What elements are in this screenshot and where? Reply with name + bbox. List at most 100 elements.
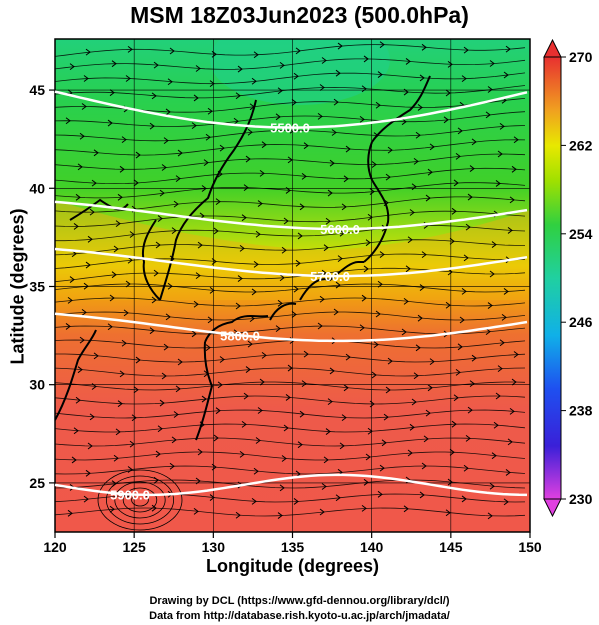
flow-arrow [73,223,79,230]
flow-arrow [497,150,503,158]
streamline [55,465,526,475]
flow-arrow [447,60,453,68]
flow-arrow [489,270,495,278]
flow-arrow [299,203,305,211]
x-tick-label: 135 [281,539,305,555]
flow-arrow [367,213,373,221]
flow-arrow [253,260,259,268]
coastlines [55,75,431,441]
contour-label: 5500.0 [270,121,310,136]
flow-arrow [343,175,349,183]
flow-arrow [245,155,251,163]
flow-arrow [209,494,215,501]
cold-patch [210,39,390,105]
flow-arrow [241,421,247,428]
flow-arrow [405,58,411,65]
y-tick-label: 35 [29,278,45,294]
flow-arrow [329,159,335,167]
flow-arrow [163,343,169,351]
flow-arrow [335,281,341,289]
colorbar-scale [543,56,562,500]
flow-arrow [409,423,415,431]
flow-arrow [219,356,225,363]
flow-arrow [279,61,285,69]
flow-arrow [407,236,413,244]
flow-arrow [453,394,459,402]
flow-arrow [111,271,117,279]
flow-arrow [295,47,301,55]
flow-arrow [297,441,303,449]
flow-arrow [327,398,333,406]
flow-arrow [193,300,199,308]
flow-arrow [509,196,515,204]
flow-arrow [191,122,197,130]
flow-arrow [237,275,243,282]
streamline [55,153,526,170]
flow-arrow [85,469,91,477]
flow-arrow [201,185,207,192]
flow-arrow [253,51,259,59]
flow-arrow [381,439,387,447]
streamline [55,139,526,156]
flow-arrow [129,440,135,448]
flow-arrow [125,280,131,288]
map-title: MSM 18Z03Jun2023 (500.0hPa) [130,2,469,28]
flow-arrow [371,371,377,379]
colorbar-tick-label: 254 [569,226,593,242]
flow-arrow [281,246,287,254]
flow-arrow [325,217,331,225]
flow-arrow [65,117,71,125]
flow-arrow [151,92,157,100]
flow-arrow [375,310,381,318]
flow-arrow [321,57,327,64]
flow-arrow [445,301,451,309]
flow-arrow [81,103,87,110]
flow-arrow [159,189,165,197]
flow-arrow [259,169,265,177]
flow-arrow [323,456,329,464]
flow-arrow [379,464,385,472]
streamline [55,479,526,489]
flow-arrow [211,50,217,58]
flow-arrow [469,380,475,388]
flow-arrow [401,118,407,126]
flow-arrow [429,143,435,151]
flow-arrow [157,425,163,433]
flow-arrow [363,265,369,273]
flow-arrow [373,341,379,348]
flow-arrow [247,128,253,136]
flow-arrow [73,427,79,435]
flow-arrow [409,209,415,216]
flow-arrow [499,339,505,347]
flow-arrow [213,227,219,235]
streamline [55,297,526,307]
flow-arrow [343,384,349,392]
flow-arrow [451,420,457,428]
flow-arrow [465,434,471,442]
flow-arrow [133,179,139,187]
flow-arrow [237,65,243,73]
flow-arrow [293,285,299,293]
flow-arrow [107,323,113,331]
flow-arrow [461,75,467,83]
flow-arrow [325,428,331,435]
flow-arrow [207,107,213,115]
flow-arrow [291,99,297,106]
flow-arrow [119,370,125,378]
flow-arrow [371,161,377,168]
flow-arrow [505,45,511,53]
contour-label: 5800.0 [220,328,260,343]
flow-arrow [91,383,97,390]
flow-arrow [193,94,199,102]
flow-arrow [279,484,285,492]
vortex-ring [122,487,158,513]
flow-arrow [75,396,81,404]
flow-arrow [191,330,197,338]
flow-arrow [369,400,375,408]
flow-arrow [77,163,83,171]
streamline [55,409,526,419]
flow-arrow [93,352,99,360]
grid [55,39,530,532]
flow-arrow [117,400,123,408]
flow-arrow [255,437,261,444]
